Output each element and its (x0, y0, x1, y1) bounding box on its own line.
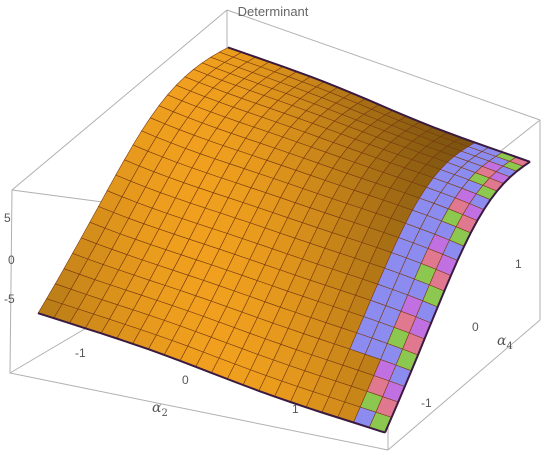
y-axis-label: α4 (497, 333, 513, 352)
surface-front-edge (37, 312, 386, 434)
z-tick-0: 0 (8, 253, 15, 267)
z-tick-5: 5 (4, 211, 11, 225)
y-tick-0: 0 (472, 320, 479, 334)
chart-title: Determinant (238, 4, 309, 19)
x-tick-1: 1 (292, 402, 299, 416)
z-axis: 5 0 -5 (4, 211, 15, 306)
x-tick-minus-1: -1 (75, 346, 86, 360)
surface-right-edge (384, 160, 531, 433)
z-tick-minus-5: -5 (4, 292, 15, 306)
surface-mesh (37, 46, 531, 434)
x-axis: -1 0 1 α2 (75, 346, 299, 419)
surface-back-edge (227, 46, 531, 163)
x-tick-0: 0 (182, 373, 189, 387)
x-axis-label: α2 (152, 400, 168, 419)
y-axis: 1 0 -1 α4 (421, 257, 522, 410)
y-tick-1: 1 (515, 257, 522, 271)
y-tick-minus-1: -1 (421, 396, 432, 410)
